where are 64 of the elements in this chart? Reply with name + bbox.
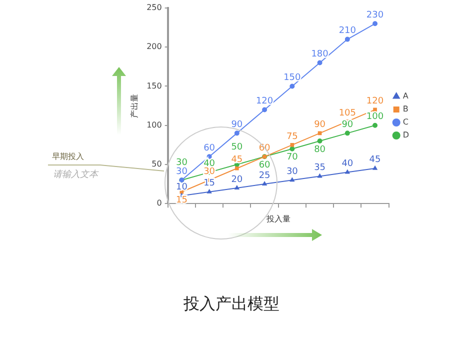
data-label: 60 bbox=[204, 144, 216, 154]
point bbox=[234, 130, 240, 136]
point bbox=[262, 182, 267, 186]
data-label: 25 bbox=[258, 170, 270, 181]
point bbox=[290, 178, 294, 182]
y-tick-label: 50 bbox=[152, 160, 162, 169]
data-label: 30 bbox=[204, 166, 216, 177]
y-tick-label: 200 bbox=[146, 42, 162, 52]
x-axis-title: 投入量 bbox=[265, 214, 290, 224]
data-label: 30 bbox=[176, 166, 188, 177]
data-label: 20 bbox=[231, 174, 243, 185]
point bbox=[372, 21, 378, 26]
point bbox=[373, 108, 377, 112]
legend-label: D bbox=[402, 130, 410, 140]
data-label: 80 bbox=[314, 144, 326, 155]
data-label: 60 bbox=[258, 160, 271, 170]
point bbox=[317, 60, 322, 66]
text: 投入产出模型 bbox=[182, 294, 280, 315]
point bbox=[345, 170, 350, 174]
legend-label: B bbox=[402, 104, 408, 114]
y-tick-label: 250 bbox=[146, 3, 162, 12]
point bbox=[290, 143, 294, 147]
data-label: 150 bbox=[284, 73, 302, 84]
data-label: 105 bbox=[338, 108, 356, 118]
point bbox=[290, 84, 295, 89]
data-label: 30 bbox=[176, 158, 188, 168]
data-label: 180 bbox=[311, 50, 329, 60]
data-label: 15 bbox=[176, 196, 188, 206]
data-label: 90 bbox=[342, 120, 354, 130]
y-tick-label: 0 bbox=[156, 198, 162, 208]
point bbox=[290, 146, 295, 152]
data-label: 100 bbox=[366, 112, 384, 122]
data-label: 210 bbox=[338, 26, 356, 36]
point bbox=[372, 166, 378, 170]
text: 请输入文本 bbox=[53, 168, 98, 181]
point bbox=[344, 36, 350, 42]
point bbox=[207, 189, 212, 194]
y-tick-label: 150 bbox=[146, 81, 162, 90]
point bbox=[317, 138, 322, 144]
data-label: 70 bbox=[286, 152, 298, 163]
data-label: 120 bbox=[366, 96, 384, 107]
data-label: 230 bbox=[366, 10, 384, 20]
data-label: 40 bbox=[342, 159, 354, 170]
legend-label: A bbox=[402, 92, 409, 101]
data-label: 50 bbox=[231, 142, 243, 152]
data-label: 45 bbox=[231, 155, 243, 166]
point bbox=[372, 122, 378, 128]
point bbox=[318, 174, 322, 178]
data-label: 10 bbox=[176, 182, 188, 193]
y-tick-label: 100 bbox=[146, 120, 162, 130]
y-axis-title: 产出量 bbox=[130, 94, 139, 118]
point bbox=[344, 130, 350, 136]
data-label: 90 bbox=[314, 120, 326, 130]
data-label: 90 bbox=[231, 120, 243, 130]
data-label: 45 bbox=[369, 155, 381, 166]
legend-label: C bbox=[402, 118, 409, 127]
data-label: 35 bbox=[314, 163, 326, 174]
data-label: 120 bbox=[256, 96, 274, 107]
point bbox=[234, 185, 240, 190]
text: 早期投入 bbox=[52, 151, 84, 162]
point bbox=[262, 107, 268, 112]
point bbox=[235, 166, 239, 170]
data-label: 30 bbox=[286, 166, 298, 177]
data-label: 75 bbox=[286, 132, 298, 142]
